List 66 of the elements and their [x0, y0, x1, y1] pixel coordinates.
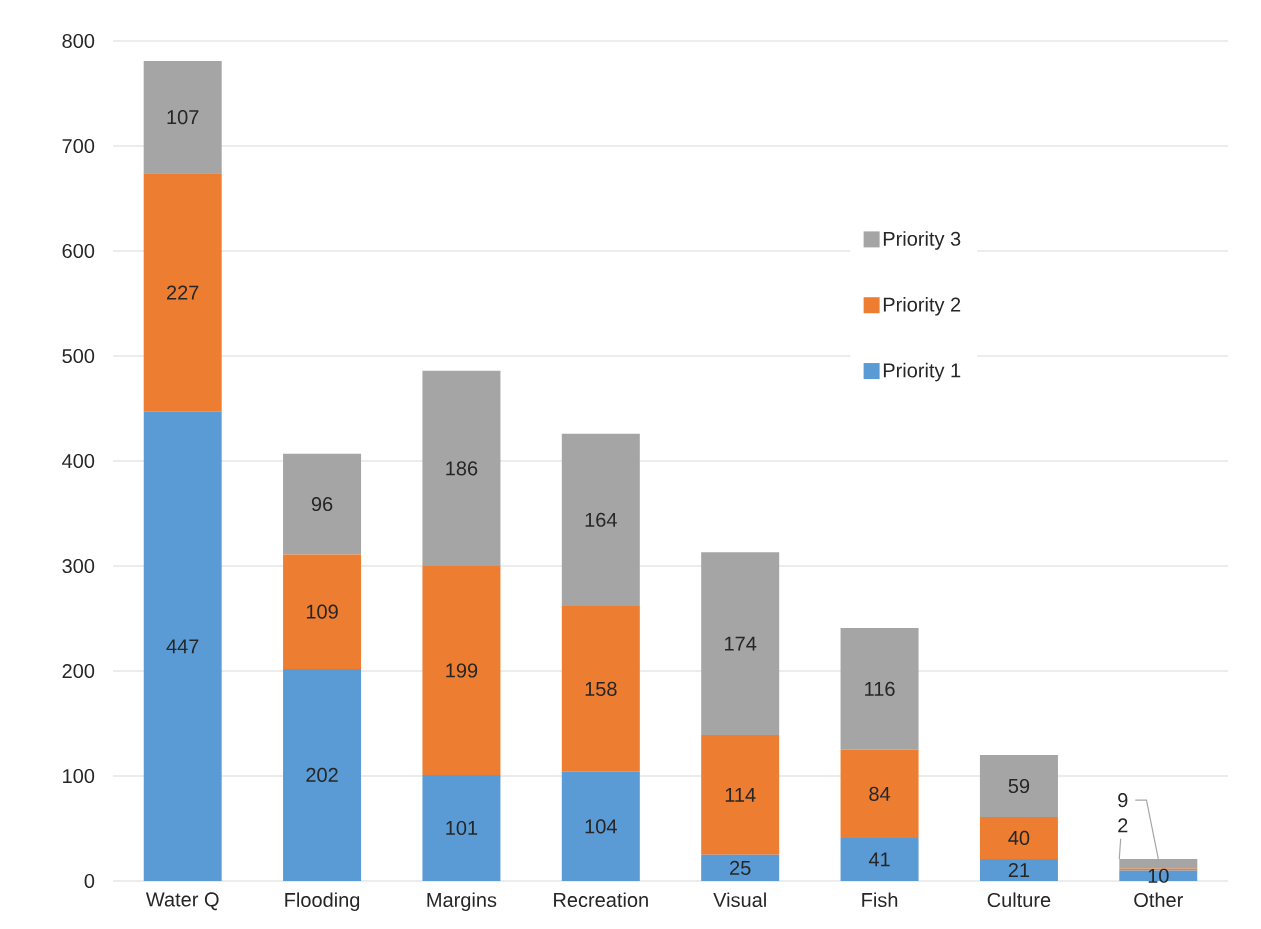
data-label: 109	[306, 604, 338, 619]
bar	[283, 453, 362, 555]
bar	[979, 858, 1058, 881]
y-tick-label: 800	[62, 33, 95, 49]
bar	[701, 735, 780, 855]
legend-label: Priority 3	[883, 231, 961, 250]
legend-label: Priority 2	[883, 296, 961, 316]
x-tick-label: Recreation	[554, 892, 648, 908]
data-label: 104	[585, 819, 617, 834]
data-label: 41	[868, 852, 890, 867]
data-label: 2	[1118, 818, 1128, 833]
data-label: 40	[1008, 830, 1030, 846]
x-tick-label: Flooding	[285, 892, 360, 912]
bar	[143, 60, 222, 174]
bar	[422, 566, 501, 775]
data-label: 447	[166, 639, 199, 654]
bar	[701, 854, 780, 881]
bar	[1119, 870, 1198, 881]
bar	[979, 816, 1058, 859]
data-label: 101	[446, 820, 478, 836]
data-label: 199	[446, 663, 478, 678]
y-tick-label: 300	[62, 558, 95, 574]
y-tick-label: 0	[84, 873, 95, 889]
bar	[561, 771, 640, 881]
y-tick-label: 500	[62, 348, 95, 364]
data-label: 227	[167, 285, 199, 300]
y-tick-label: 600	[62, 243, 95, 259]
data-label: 107	[167, 110, 199, 125]
bar	[283, 554, 362, 669]
bar	[561, 433, 640, 606]
bar	[143, 173, 222, 412]
data-label: 114	[725, 788, 756, 802]
bar	[143, 411, 222, 881]
data-label: 174	[725, 636, 757, 651]
bar	[701, 552, 780, 736]
y-tick-label: 700	[62, 138, 95, 154]
bar	[422, 774, 501, 881]
data-label: 186	[446, 461, 478, 476]
x-tick-label: Culture	[987, 892, 1051, 908]
legend-label: Priority 1	[883, 362, 961, 382]
data-label: 202	[306, 767, 338, 783]
y-tick-label: 200	[62, 663, 95, 679]
data-label: 116	[865, 681, 895, 696]
x-tick-label: Margins	[427, 892, 497, 912]
bar	[561, 605, 640, 772]
data-label: 164	[585, 512, 617, 527]
data-label: 25	[730, 860, 751, 875]
data-label: 96	[311, 496, 333, 512]
bar	[840, 837, 919, 881]
data-label: 84	[869, 786, 891, 801]
x-tick-label: Visual	[713, 892, 766, 908]
y-tick-label: 100	[63, 768, 95, 784]
x-tick-label: Fish	[862, 892, 898, 908]
x-tick-label: Water Q	[145, 892, 219, 911]
data-label: 59	[1008, 778, 1030, 794]
bar	[283, 668, 362, 881]
data-label: 9	[1118, 793, 1128, 808]
bar	[840, 627, 919, 750]
data-label: 158	[585, 681, 617, 696]
y-tick-label: 400	[62, 453, 95, 469]
bar	[840, 749, 919, 838]
data-label: 21	[1008, 862, 1030, 877]
bar	[422, 370, 501, 566]
data-label: 10	[1148, 868, 1169, 883]
x-tick-label: Other	[1134, 892, 1183, 908]
bar	[979, 755, 1058, 817]
